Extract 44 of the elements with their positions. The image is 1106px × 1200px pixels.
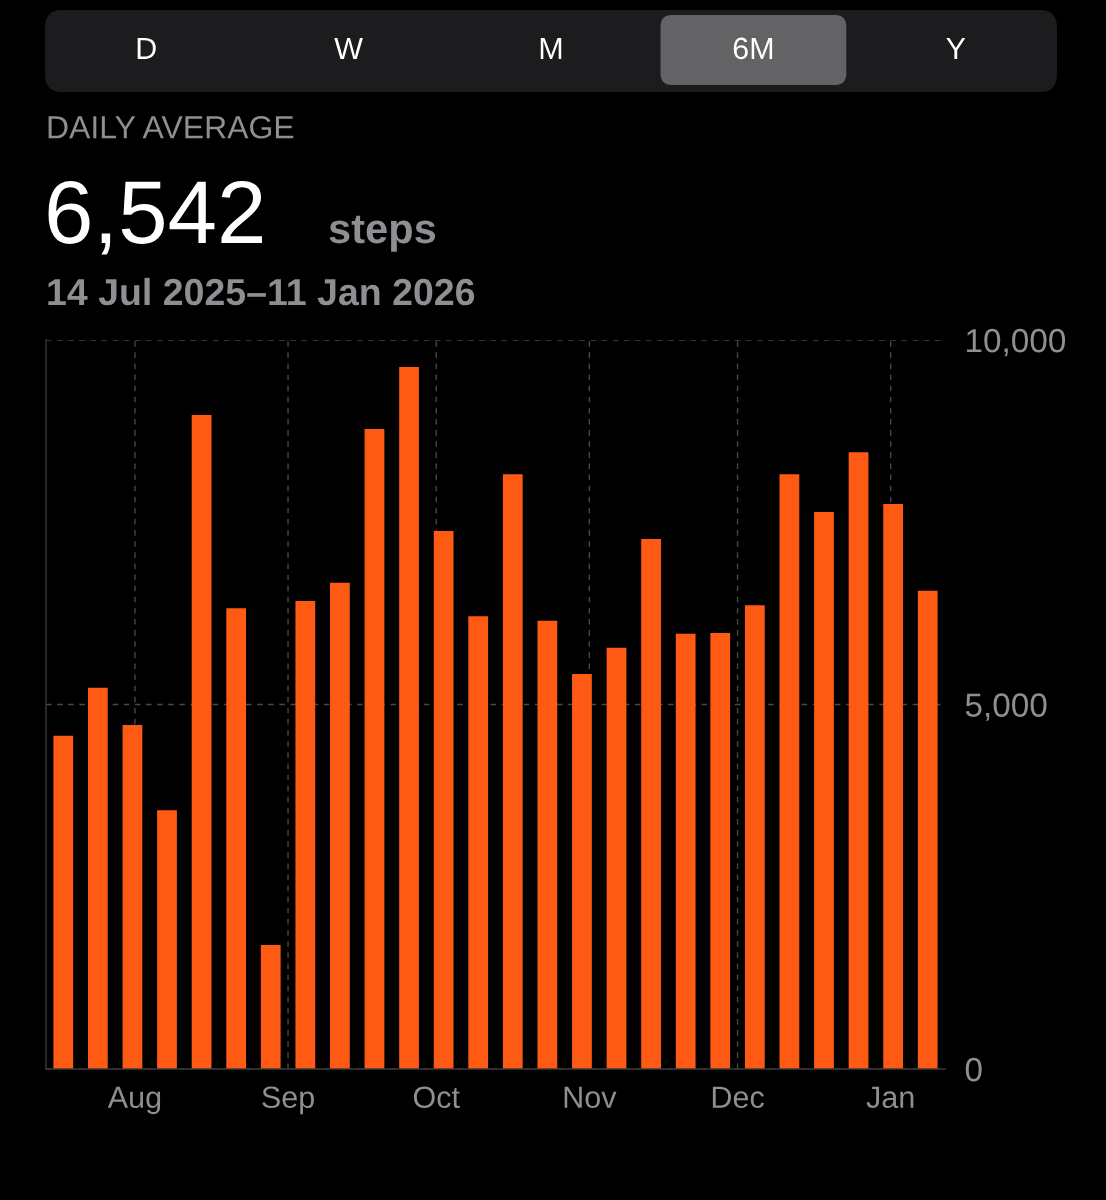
bar: [675, 633, 696, 1069]
bar: [848, 452, 869, 1069]
text: D: [137, 37, 156, 59]
text: M: [540, 37, 562, 59]
chart-subtitle: 14 Jul 2025–11 Jan 2026: [48, 277, 475, 306]
x-tick-label: Jan: [866, 1086, 914, 1109]
bar: [641, 539, 661, 1069]
bar: [779, 474, 800, 1069]
bar: [572, 673, 592, 1069]
bar: [433, 531, 454, 1069]
y-tick-label: 5,000: [965, 693, 1047, 721]
text: W: [334, 37, 363, 59]
x-tick-label: Sep: [262, 1086, 314, 1115]
text: Y: [946, 37, 966, 59]
chart-title: DAILY AVERAGE: [48, 115, 294, 139]
bar: [53, 735, 74, 1069]
bar: [744, 605, 765, 1069]
bar: [87, 687, 108, 1069]
bar: [330, 582, 350, 1069]
text: 6M: [733, 37, 773, 60]
bar: [226, 608, 247, 1069]
bar: [814, 512, 834, 1069]
bar: [537, 620, 558, 1069]
bar: [883, 504, 904, 1069]
bar: [364, 428, 385, 1069]
text: 6,542: [48, 180, 262, 255]
x-tick-label: Nov: [564, 1086, 617, 1109]
y-tick-label: 10,000: [966, 328, 1066, 357]
text: steps: [329, 215, 436, 252]
bar: [468, 616, 489, 1069]
bar: [122, 724, 143, 1069]
bar: [295, 600, 316, 1069]
bar: [710, 633, 731, 1069]
bar: [502, 474, 523, 1069]
x-tick-label: Oct: [413, 1086, 460, 1109]
x-tick-label: Dec: [712, 1086, 764, 1109]
bar: [606, 647, 627, 1069]
bar: [260, 945, 281, 1069]
bar: [191, 415, 212, 1069]
y-tick-label: 0: [965, 1057, 982, 1082]
bar: [399, 366, 419, 1069]
bar: [917, 590, 938, 1069]
x-tick-label: Aug: [107, 1086, 161, 1115]
bar: [157, 810, 177, 1069]
